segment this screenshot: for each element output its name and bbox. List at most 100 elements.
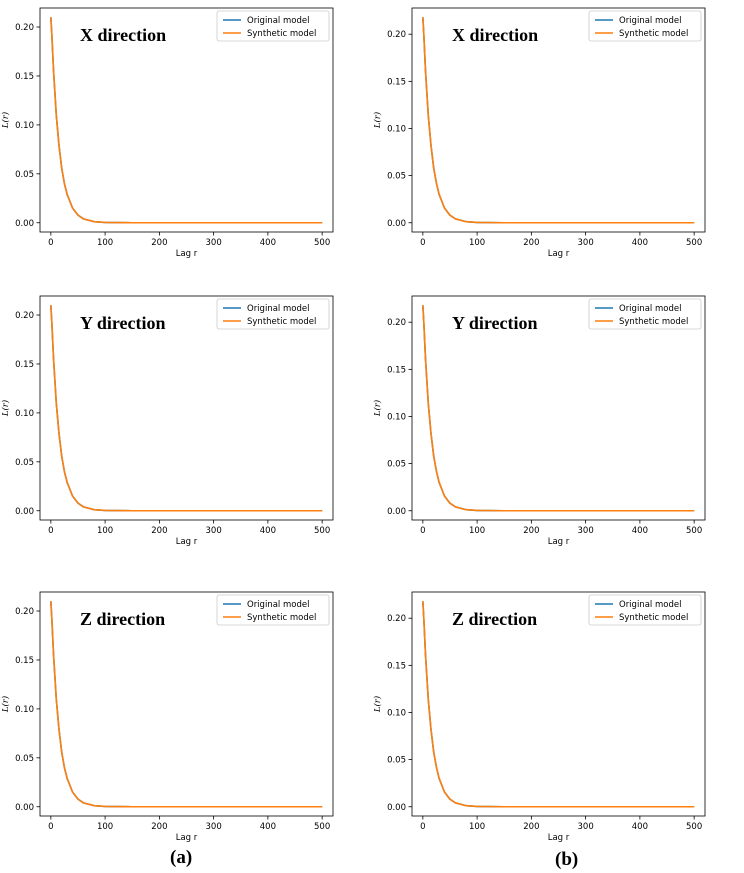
legend-label: Original model [247,16,309,26]
y-axis-label: L(r) [0,696,11,713]
x-tick-label: 0 [48,822,53,832]
x-tick-label: 100 [469,822,485,832]
direction-label: X direction [452,25,538,45]
y-tick-label: 0.00 [15,219,34,229]
y-tick-label: 0.10 [387,708,406,718]
caption-b: (b) [555,849,579,870]
plot-frame [39,591,334,817]
x-axis-label: Lag r [176,249,198,259]
x-axis-label: Lag r [548,833,570,843]
x-axis-label: Lag r [176,833,198,843]
y-tick-label: 0.00 [387,219,406,229]
x-tick-label: 500 [314,822,330,832]
y-tick-label: 0.20 [387,318,406,328]
y-axis-label: L(r) [0,400,11,417]
y-tick-label: 0.20 [387,30,406,40]
y-tick-label: 0.15 [15,656,34,666]
x-axis-label: Lag r [548,249,570,259]
series-line-synthetic [422,601,695,808]
x-tick-label: 300 [578,526,594,536]
y-tick-label: 0.10 [387,412,406,422]
legend-label: Original model [619,600,681,610]
series-line-original [50,601,323,808]
legend-label: Original model [619,16,681,26]
plot-frame [411,591,706,817]
y-axis-label: L(r) [372,696,383,713]
caption-a: (a) [170,847,193,868]
legend-label: Original model [247,600,309,610]
legend-box [216,298,330,330]
y-tick-label: 0.05 [15,170,34,180]
chart-svg: 0 100 200 300 400 500 0.00 0.05 0.10 0.15 0.20 Lag … [372,591,706,843]
y-tick-label: 0.05 [387,460,406,470]
series-line-original [422,601,695,808]
direction-label: Y direction [80,313,166,333]
series-line-original [50,17,323,224]
y-tick-label: 0.00 [15,507,34,517]
chart-svg: 0 100 200 300 400 500 0.00 0.05 0.10 0.15 0.20 Lag … [0,7,334,259]
x-tick-label: 500 [686,526,702,536]
x-tick-label: 0 [420,526,425,536]
y-tick-label: 0.00 [387,507,406,517]
x-tick-label: 400 [260,526,276,536]
legend-box [588,10,702,42]
x-tick-label: 100 [469,526,485,536]
legend-label: Synthetic model [619,613,688,623]
x-tick-label: 200 [523,822,539,832]
y-axis-label: L(r) [0,112,11,129]
x-tick-label: 200 [523,526,539,536]
x-tick-label: 200 [151,822,167,832]
y-tick-label: 0.00 [387,803,406,813]
x-tick-label: 100 [469,238,485,248]
y-tick-label: 0.20 [15,311,34,321]
y-tick-label: 0.05 [387,172,406,182]
series-line-original [422,305,695,512]
legend-label: Synthetic model [247,613,316,623]
y-tick-label: 0.10 [387,124,406,134]
series-line-synthetic [50,601,323,808]
legend-label: Original model [247,304,309,314]
y-tick-label: 0.15 [387,365,406,375]
direction-label: Z direction [452,609,537,629]
legend-box [216,594,330,626]
x-axis-label: Lag r [176,537,198,547]
x-axis-label: Lag r [548,537,570,547]
x-tick-label: 300 [206,822,222,832]
chart-a-z-direction: 0 100 200 300 400 500 0.00 0.05 0.10 0.15 0.20 Lag … [0,584,372,844]
series-line-synthetic [50,17,323,224]
y-tick-label: 0.05 [15,458,34,468]
y-tick-label: 0.20 [15,607,34,617]
direction-label: X direction [80,25,166,45]
x-tick-label: 200 [151,238,167,248]
y-tick-label: 0.15 [15,72,34,82]
direction-label: Y direction [452,313,538,333]
plot-frame [411,7,706,233]
legend-box [588,298,702,330]
chart-b-x-direction: 0 100 200 300 400 500 0.00 0.05 0.10 0.15 0.20 Lag … [372,0,744,260]
x-tick-label: 100 [97,822,113,832]
y-axis-label: L(r) [372,400,383,417]
legend-label: Synthetic model [619,317,688,327]
x-tick-label: 500 [686,822,702,832]
x-tick-label: 200 [151,526,167,536]
x-tick-label: 300 [578,238,594,248]
x-tick-label: 400 [260,238,276,248]
series-line-synthetic [422,17,695,224]
x-tick-label: 400 [632,526,648,536]
series-line-synthetic [422,305,695,512]
y-tick-label: 0.15 [387,77,406,87]
y-tick-label: 0.10 [15,409,34,419]
chart-svg: 0 100 200 300 400 500 0.00 0.05 0.10 0.15 0.20 Lag … [0,295,334,547]
y-tick-label: 0.15 [387,661,406,671]
series-line-synthetic [50,305,323,512]
x-tick-label: 500 [314,526,330,536]
x-tick-label: 0 [48,238,53,248]
chart-svg: 0 100 200 300 400 500 0.00 0.05 0.10 0.15 0.20 Lag … [0,591,334,843]
y-tick-label: 0.10 [15,705,34,715]
chart-a-x-direction: 0 100 200 300 400 500 0.00 0.05 0.10 0.15 0.20 Lag … [0,0,372,260]
y-tick-label: 0.05 [15,754,34,764]
x-tick-label: 400 [632,822,648,832]
chart-svg: 0 100 200 300 400 500 0.00 0.05 0.10 0.15 0.20 Lag … [372,7,706,259]
chart-svg: 0 100 200 300 400 500 0.00 0.05 0.10 0.15 0.20 Lag … [372,295,706,547]
y-tick-label: 0.15 [15,360,34,370]
